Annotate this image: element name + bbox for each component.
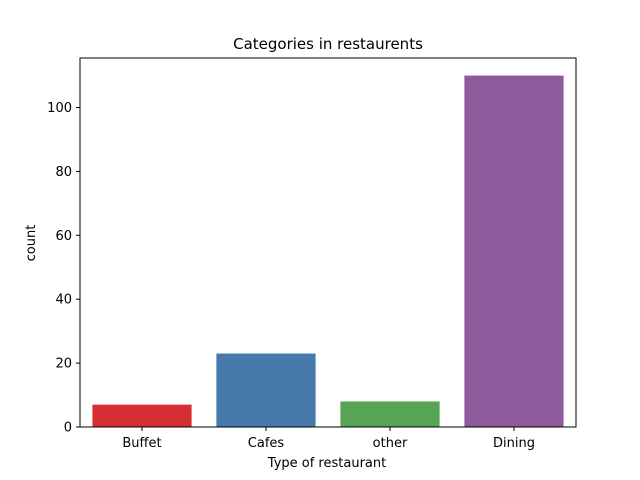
y-tick-label: 40: [55, 293, 72, 308]
bar-other: [340, 401, 440, 427]
y-tick-label: 0: [64, 421, 72, 436]
y-axis: 0 20 40 60 80 100: [47, 101, 80, 436]
y-tick-label: 60: [55, 229, 72, 244]
y-tick-label: 100: [47, 101, 72, 116]
plot-frame: [79, 57, 577, 428]
bar-dining: [464, 75, 564, 428]
bars-group: [92, 75, 564, 428]
x-tick-label: Buffet: [122, 436, 161, 451]
bar-cafes: [216, 353, 316, 427]
y-tick-label: 20: [55, 357, 72, 372]
x-tick-label: Dining: [493, 436, 535, 451]
chart-title: Categories in restaurents: [233, 35, 423, 53]
x-tick-label: other: [373, 436, 408, 451]
y-axis-label: count: [24, 225, 39, 262]
bar-buffet: [92, 404, 192, 427]
y-tick-label: 80: [55, 165, 72, 180]
x-axis-label: Type of restaurant: [267, 456, 386, 471]
x-axis: Buffet Cafes other Dining: [122, 427, 535, 451]
x-tick-label: Cafes: [248, 436, 285, 451]
